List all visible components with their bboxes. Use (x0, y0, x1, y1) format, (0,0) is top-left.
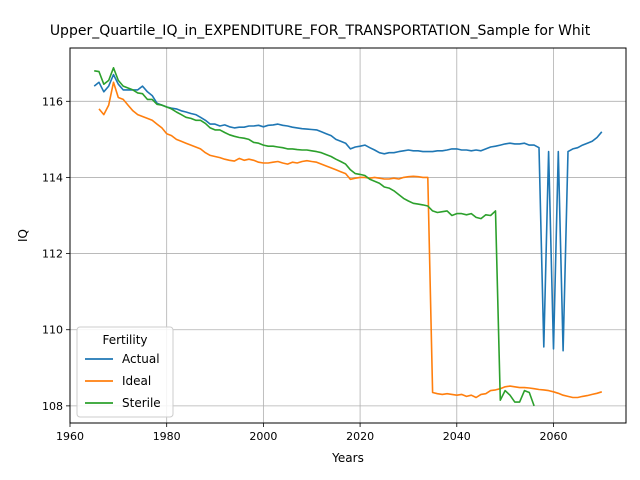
legend-label-sterile: Sterile (122, 396, 161, 410)
legend-label-actual: Actual (122, 352, 160, 366)
x-tick-label: 2020 (346, 430, 374, 443)
series-line-sterile (94, 67, 535, 407)
y-tick-label: 108 (42, 400, 63, 413)
chart-title: Upper_Quartile_IQ_in_EXPENDITURE_FOR_TRA… (50, 23, 591, 39)
y-axis-label: IQ (16, 229, 30, 242)
y-axis: 108 110 112 114 116 (42, 95, 70, 413)
legend: Fertility Actual Ideal Sterile (76, 326, 174, 418)
x-tick-label: 2000 (249, 430, 277, 443)
y-tick-label: 116 (42, 95, 63, 108)
legend-title: Fertility (102, 333, 147, 347)
y-tick-label: 114 (42, 171, 63, 184)
series-line-ideal (98, 81, 603, 399)
legend-label-ideal: Ideal (122, 374, 151, 388)
series-layer (93, 67, 603, 407)
x-tick-label: 2040 (443, 430, 471, 443)
legend-box (76, 326, 174, 418)
x-tick-label: 1960 (56, 430, 84, 443)
x-tick-label: 2060 (539, 430, 567, 443)
x-axis: 1960 1980 2000 2020 2040 2060 (56, 423, 567, 443)
x-axis-label: Years (331, 451, 364, 465)
x-tick-label: 1980 (153, 430, 181, 443)
series-line-actual (93, 73, 603, 352)
y-tick-label: 112 (42, 248, 63, 261)
plot-frame (69, 47, 627, 424)
y-tick-label: 110 (42, 324, 63, 337)
